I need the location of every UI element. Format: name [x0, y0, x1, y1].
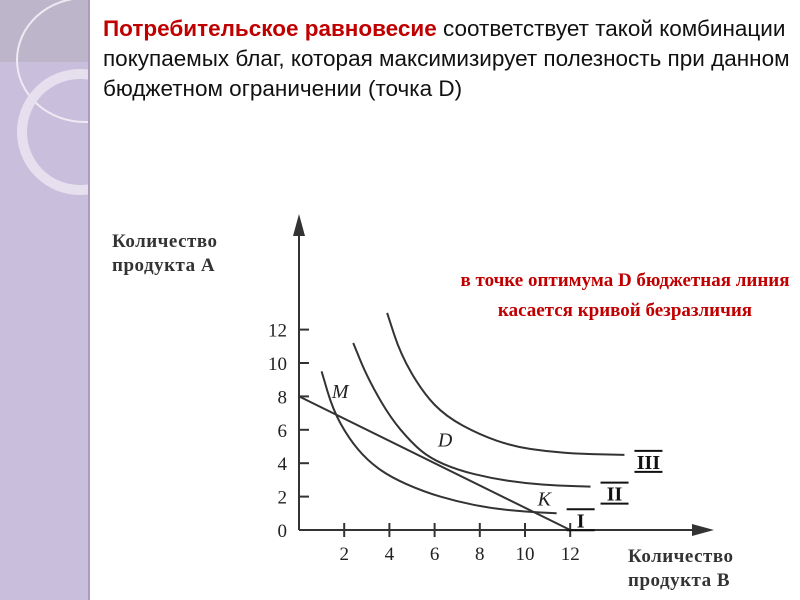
curve-label-text: II	[607, 484, 623, 506]
curve-label-I: I	[566, 508, 595, 532]
y-axis-arrow	[293, 214, 305, 236]
optimum-note: в точке оптимума D бюджетная линия касае…	[460, 270, 790, 321]
budget-line	[298, 395, 571, 531]
title-text: соответствует такой комбинации покупаемы…	[103, 16, 790, 101]
curve-label-III: III	[634, 449, 663, 474]
x-tick-label: 12	[561, 544, 580, 565]
x-axis-arrow	[692, 524, 714, 536]
y-tick-label: 0	[278, 521, 288, 542]
y-tick-label: 2	[278, 488, 288, 509]
y-tick-label: 4	[278, 454, 288, 475]
indifference-curve-II	[352, 342, 591, 488]
curve-label-text: I	[577, 510, 585, 532]
point-label-K: K	[537, 488, 553, 510]
x-axis-label: Количество продукта В	[628, 546, 734, 591]
title-highlight: Потребительское равновесие	[103, 16, 437, 41]
indifference-curve-III	[386, 312, 625, 456]
x-tick-label: 10	[516, 544, 535, 565]
curve-label-text: III	[637, 452, 661, 474]
slide-sidebar-decoration	[0, 0, 90, 600]
indifference-curve-I	[320, 371, 557, 515]
x-tick-label: 2	[339, 544, 349, 565]
curve-label-II: II	[600, 481, 629, 506]
y-tick-label: 6	[278, 421, 288, 442]
point-label-M: M	[331, 381, 350, 403]
x-tick-label: 6	[430, 544, 440, 565]
y-tick-label: 10	[268, 354, 287, 375]
y-axis-label: Количество продукта А	[112, 231, 218, 276]
y-tick-label: 12	[268, 321, 287, 342]
decorative-circles	[16, 0, 88, 195]
point-label-D: D	[437, 430, 453, 452]
slide-title: Потребительское равновесие соответствует…	[103, 14, 793, 104]
x-tick-label: 8	[475, 544, 485, 565]
y-tick-label: 8	[278, 387, 288, 408]
x-tick-label: 4	[385, 544, 395, 565]
